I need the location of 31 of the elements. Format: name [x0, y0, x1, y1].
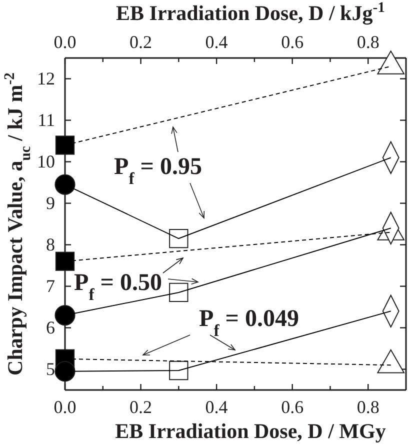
y-tick-label: 5	[46, 359, 55, 380]
point	[54, 305, 76, 326]
y-tick-label: 9	[46, 193, 55, 214]
x2-tick-label: 0.8	[356, 396, 380, 417]
x-tick-label: 0.0	[54, 32, 76, 52]
x-tick-label: 0.4	[205, 32, 228, 52]
annotation: P$_{f}$ = 0.50	[74, 270, 162, 304]
point	[169, 282, 188, 302]
point	[54, 361, 76, 382]
point	[55, 252, 75, 271]
point	[54, 174, 76, 195]
y-tick-label: 12	[37, 68, 55, 89]
point	[55, 136, 75, 155]
y-tick-label: 6	[46, 318, 55, 338]
y-tick-label: 10	[37, 152, 55, 172]
x2-tick-label: 0.2	[130, 396, 152, 417]
y-tick-label: 7	[46, 276, 55, 296]
x-tick-label: 0.8	[356, 32, 380, 52]
y-tick-label: 8	[46, 234, 55, 255]
x2-tick-label: 0.6	[281, 396, 304, 417]
x-tick-label: 0.6	[281, 32, 304, 52]
y-tick-label: 11	[38, 110, 55, 130]
x2-tick-label: 0.4	[205, 396, 228, 417]
point	[169, 360, 188, 380]
x-tick-label: 0.2	[130, 32, 152, 52]
x2-axis-title: EB Irradiation Dose, D / kJg$^{-1}$	[116, 0, 385, 25]
point	[169, 228, 188, 248]
x2-tick-label: 0.0	[54, 396, 76, 417]
x-axis-title: EB Irradiation Dose, D / MGy	[115, 419, 386, 443]
annotation: P$_{f}$ = 0.95	[114, 154, 202, 188]
annotation: P$_{f}$ = 0.049	[199, 306, 299, 340]
